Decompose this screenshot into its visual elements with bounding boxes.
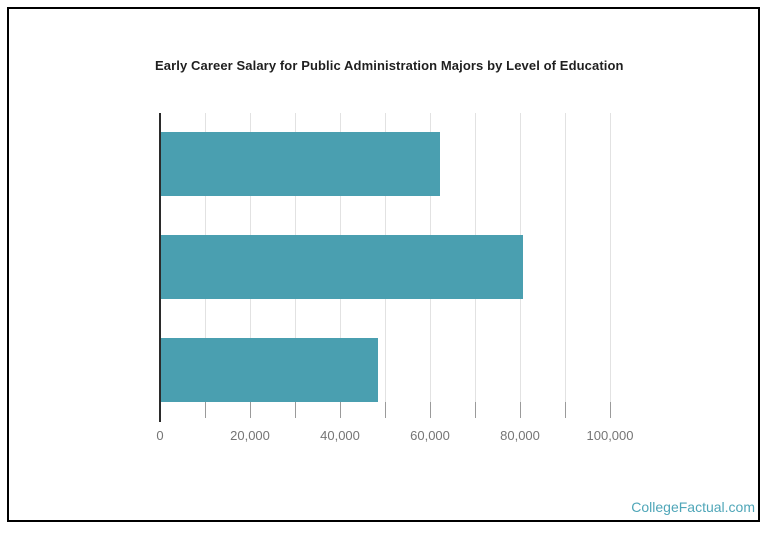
axis-tick — [340, 402, 341, 418]
axis-tick — [385, 402, 386, 418]
axis-tick — [520, 402, 521, 418]
gridline — [565, 113, 566, 402]
axis-tick — [565, 402, 566, 418]
gridline — [610, 113, 611, 402]
y-axis-line — [159, 113, 161, 422]
x-axis-tick-label: 60,000 — [410, 428, 450, 443]
x-axis-tick-label: 40,000 — [320, 428, 360, 443]
axis-tick — [295, 402, 296, 418]
x-axis-tick-label: 0 — [156, 428, 164, 443]
collegefactual-link[interactable]: CollegeFactual.com — [631, 499, 755, 515]
x-axis-tick-label: 80,000 — [500, 428, 540, 443]
bar — [161, 235, 523, 299]
chart-frame: Early Career Salary for Public Administr… — [7, 7, 760, 522]
axis-tick — [250, 402, 251, 418]
plot-area: 0 20,000 40,000 60,000 80,000 100,000 — [9, 9, 758, 520]
axis-tick — [610, 402, 611, 418]
x-axis-tick-label: 20,000 — [230, 428, 270, 443]
axis-tick — [205, 402, 206, 418]
chart-title: Early Career Salary for Public Administr… — [155, 58, 624, 73]
bar — [161, 132, 440, 196]
axis-tick — [475, 402, 476, 418]
x-axis-tick-label: 100,000 — [586, 428, 634, 443]
axis-tick — [430, 402, 431, 418]
bar — [161, 338, 378, 402]
